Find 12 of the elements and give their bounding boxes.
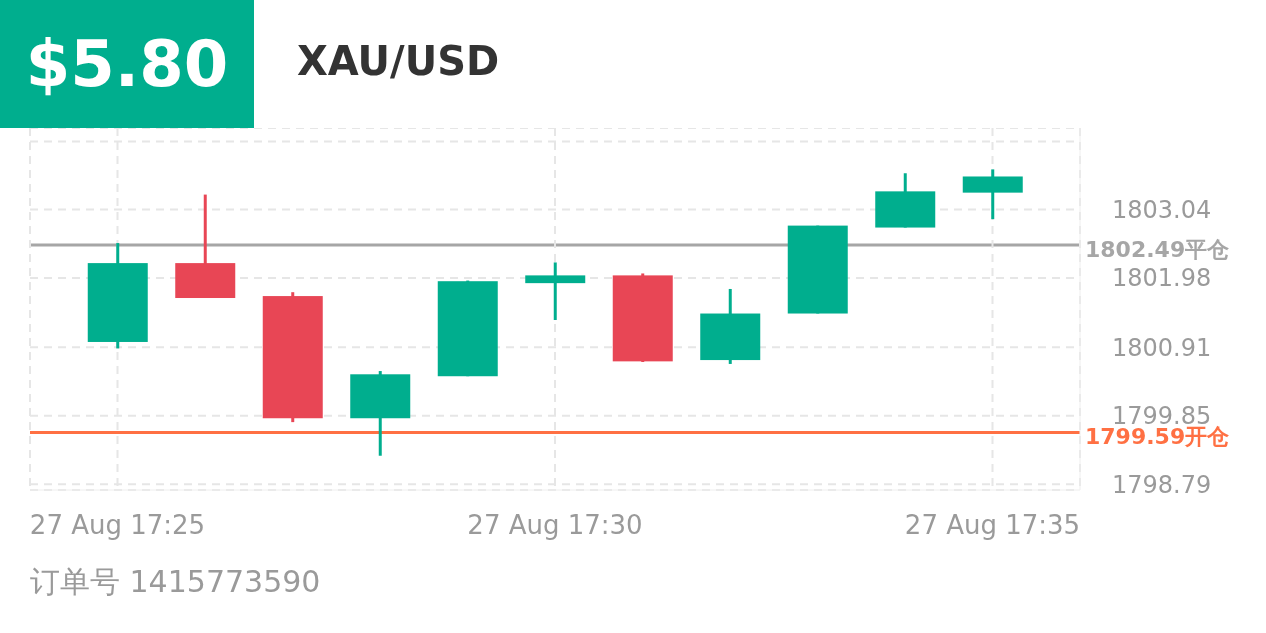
x-tick-label: 27 Aug 17:35 [904, 510, 1081, 541]
chart-subtitle: $5.80 [0, 0, 254, 128]
ref-line-label: 1802.49平仓 [1085, 237, 1231, 262]
text: 订单号 1415773590 [30, 563, 321, 601]
y-tick-label: 1801.98 [1112, 264, 1212, 293]
y-tick-label: 1800.91 [1112, 333, 1212, 362]
candlestick [525, 262, 586, 320]
y-tick-label: 1803.04 [1112, 195, 1212, 224]
x-tick-label: 27 Aug 17:30 [467, 510, 643, 541]
chart-title: XAU/USD [297, 38, 500, 84]
y-tick-label: 1798.79 [1112, 470, 1212, 499]
x-tick-label: 27 Aug 17:25 [29, 510, 206, 541]
